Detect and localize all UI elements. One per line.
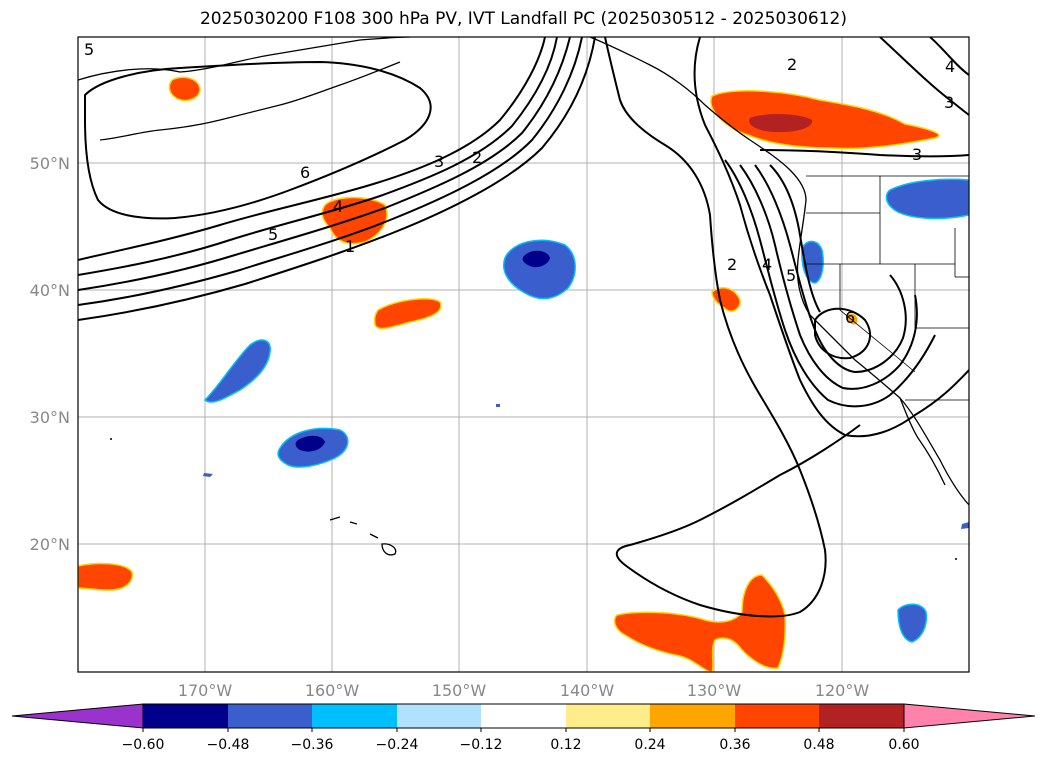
- negative-region-central-core: [522, 250, 550, 268]
- contour-label: 3: [434, 152, 444, 171]
- colorbar-tick-label: −0.36: [291, 737, 334, 753]
- contour-label: 4: [333, 197, 343, 216]
- map-title: 2025030200 F108 300 hPa PV, IVT Landfall…: [199, 9, 847, 29]
- negative-region-southwest-core: [295, 435, 325, 452]
- colorbar-segment: [228, 704, 312, 728]
- colorbar-extend-right: [903, 703, 1036, 729]
- negative-region-central: [503, 239, 576, 300]
- negative-region-west-streak: [203, 339, 271, 403]
- colorbar-tick-label: −0.12: [460, 737, 503, 753]
- lat-label: 30°N: [30, 408, 70, 427]
- contour-trough-4: [739, 164, 918, 390]
- lat-label: 50°N: [30, 154, 70, 173]
- positive-region-mid-pacific: [373, 297, 442, 330]
- coast-west-us: [796, 199, 969, 506]
- map-frame: [77, 36, 970, 673]
- contour-pacific-ridge-4: [78, 37, 583, 306]
- contour-ne-1: [759, 149, 969, 158]
- coast-hawaii: [329, 516, 397, 556]
- colorbar-segment: [650, 704, 735, 728]
- contour-label: 6: [845, 308, 855, 327]
- colorbar-segment: [481, 704, 566, 728]
- lon-label: 170°W: [178, 681, 233, 700]
- positive-region-south: [613, 574, 786, 672]
- colorbar-tick-label: 0.60: [888, 737, 919, 753]
- contour-pacific-ridge-1: [78, 37, 546, 261]
- latitude-labels: 50°N 40°N 30°N 20°N: [30, 154, 70, 554]
- colorbar-segment: [566, 704, 650, 728]
- contour-trough-2: [693, 37, 969, 438]
- contour-pacific-ridge-3: [78, 37, 571, 291]
- contour-label: 6: [300, 163, 310, 182]
- contour-label: 5: [84, 40, 94, 59]
- coast-bc: [749, 139, 807, 201]
- colorbar-segment: [735, 704, 819, 728]
- colorbar-segment: [312, 704, 397, 728]
- lon-label: 150°W: [432, 681, 487, 700]
- colorbar-segment: [819, 704, 904, 728]
- coast-aleutians: [99, 61, 401, 141]
- lat-label: 20°N: [30, 535, 70, 554]
- island-specks: [110, 438, 957, 560]
- contour-label: 5: [268, 225, 278, 244]
- positive-region-small-california: [847, 313, 858, 325]
- lat-label: 40°N: [30, 281, 70, 300]
- colorbar-tick-label: −0.24: [376, 737, 419, 753]
- colorbar-tick-label: −0.60: [122, 737, 165, 753]
- lon-label: 160°W: [305, 681, 360, 700]
- contour-label: 3: [912, 145, 922, 164]
- coast-alaska-panhandle: [589, 37, 751, 141]
- lon-label: 120°W: [815, 681, 870, 700]
- negative-region-southeast: [897, 603, 928, 643]
- contour-label: 2: [787, 55, 797, 74]
- positive-region-west: [78, 562, 133, 591]
- coastlines: [78, 37, 969, 556]
- contour-label: 1: [345, 237, 355, 256]
- positive-anomaly-regions: [78, 76, 940, 672]
- colorbar-tick-label: −0.48: [207, 737, 250, 753]
- colorbar-ticks: [142, 728, 905, 732]
- colorbar: −0.60 −0.48 −0.36 −0.24 −0.12 0.12 0.24 …: [11, 703, 1036, 753]
- colorbar-segment: [397, 704, 481, 728]
- contour-label: 5: [786, 266, 796, 285]
- colorbar-tick-label: 0.36: [719, 737, 750, 753]
- contour-label: 2: [727, 255, 737, 274]
- positive-region-aleutian: [168, 76, 201, 102]
- negative-region-tiny-1: [203, 473, 213, 477]
- positive-region-gulf-alaska: [710, 90, 940, 150]
- contour-trough-7: [769, 164, 821, 313]
- contour-label: 4: [945, 57, 955, 76]
- contour-trough-3: [724, 159, 936, 408]
- contour-ne-2: [929, 37, 969, 76]
- colorbar-extend-left: [11, 703, 144, 729]
- positive-region-gulf-alaska-core: [749, 114, 813, 133]
- contour-trough-outer: [604, 37, 861, 618]
- contour-labels: 5 6 5 4 1 3 2 2 4 5 6 2 4 3 3: [84, 40, 955, 327]
- coast-baja: [899, 397, 946, 486]
- colorbar-tick-label: 0.48: [803, 737, 834, 753]
- negative-region-northeast: [885, 178, 969, 220]
- colorbar-outline: [142, 703, 905, 729]
- colorbar-tick-label: 0.24: [634, 737, 665, 753]
- negative-region-tiny-3: [961, 522, 969, 529]
- contour-label: 3: [944, 93, 954, 112]
- colorbar-tick-label: 0.12: [550, 737, 581, 753]
- longitude-labels: 170°W 160°W 150°W 140°W 130°W 120°W: [178, 681, 870, 700]
- contour-trough-6-closed: [814, 307, 871, 360]
- lon-label: 140°W: [560, 681, 615, 700]
- pv-contours: [78, 37, 969, 618]
- negative-anomaly-regions: [203, 178, 969, 643]
- contour-pacific-ridge-2: [78, 37, 558, 276]
- contour-aleutian-loop: [84, 60, 432, 220]
- contour-pacific-ridge-5: [78, 37, 596, 321]
- contour-label: 4: [762, 255, 772, 274]
- contour-ne-3: [879, 37, 969, 116]
- contour-label: 2: [472, 148, 482, 167]
- colorbar-segment: [143, 704, 228, 728]
- coast-alaska: [78, 37, 411, 81]
- negative-region-tiny-2: [496, 404, 500, 407]
- lon-label: 130°W: [687, 681, 742, 700]
